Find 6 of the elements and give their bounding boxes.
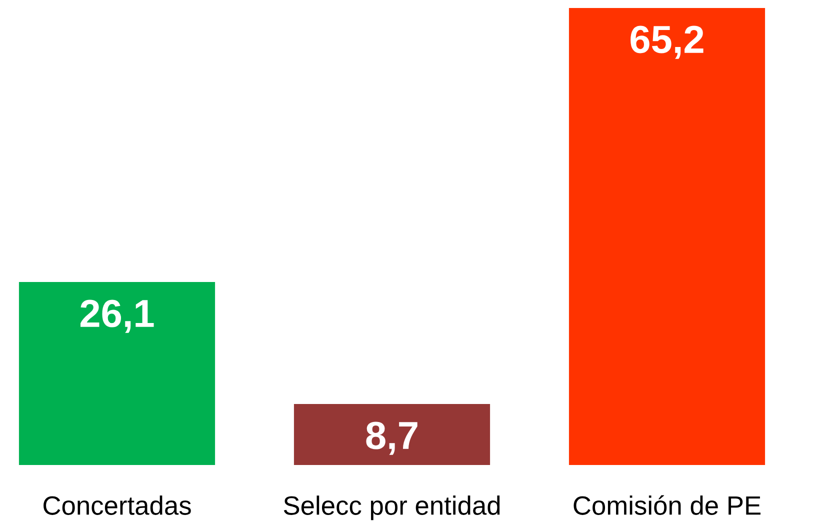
data-label: 8,7: [366, 422, 418, 455]
x-tick-label: Selecc por entidad: [284, 496, 500, 520]
x-tick-label: Concertadas: [44, 496, 191, 515]
data-label: 65,2: [630, 26, 704, 59]
data-label: 26,1: [80, 300, 154, 333]
x-tick-label: Comisión de PE: [574, 495, 760, 515]
